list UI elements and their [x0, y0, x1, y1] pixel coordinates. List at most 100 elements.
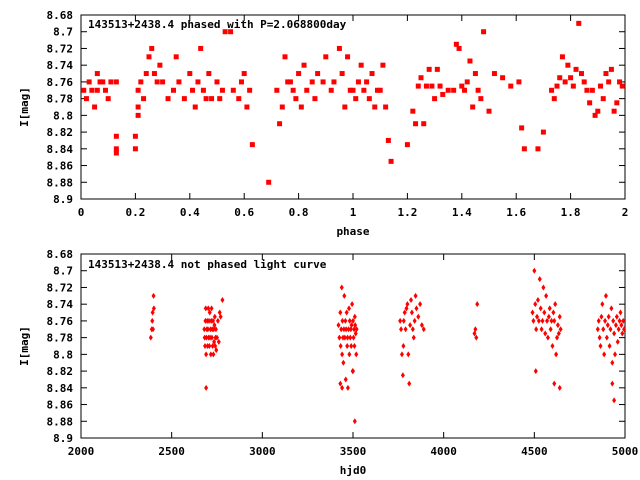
data-point — [228, 29, 234, 35]
data-point — [535, 297, 540, 303]
data-point — [135, 104, 141, 110]
data-point — [211, 351, 216, 358]
data-point — [315, 71, 321, 77]
data-point — [337, 334, 342, 341]
data-point — [603, 71, 609, 77]
x-axis: 2000 2500 3000 3500 4000 4500 5000 — [68, 254, 639, 458]
data-point — [472, 71, 478, 77]
data-point — [612, 330, 617, 337]
data-point — [290, 87, 296, 93]
data-point — [595, 108, 601, 114]
data-point — [210, 343, 215, 349]
data-point — [343, 317, 348, 324]
data-point — [151, 292, 156, 299]
data-point — [336, 45, 342, 51]
data-point — [176, 79, 182, 85]
data-point — [565, 62, 571, 68]
data-point — [409, 309, 414, 316]
x-tick-label: 1.2 — [397, 206, 417, 219]
data-point — [296, 71, 302, 77]
data-point — [218, 313, 223, 320]
data-point — [113, 146, 119, 152]
x-tick-label: 3000 — [249, 445, 276, 458]
data-point — [198, 45, 204, 51]
data-point — [347, 305, 352, 312]
data-point — [340, 351, 345, 358]
data-point — [453, 41, 459, 47]
data-point — [403, 326, 408, 333]
data-point — [355, 79, 361, 85]
data-point — [383, 104, 389, 110]
y-tick-label: 8.74 — [47, 298, 74, 311]
unphased-light-curve-panel: 8.68 8.7 8.72 8.74 8.76 8.78 8.8 8.82 8.84 8.86 8.… — [18, 248, 638, 477]
data-point — [187, 71, 193, 77]
data-point — [358, 62, 364, 68]
data-point — [610, 359, 615, 366]
y-axis-label: I[mag] — [18, 87, 31, 127]
data-point — [361, 87, 367, 93]
data-point — [170, 87, 176, 93]
y-axis: 8.68 8.7 8.72 8.74 8.76 8.78 8.8 8.82 8.84 8.86 8.… — [47, 9, 625, 206]
data-point — [573, 66, 579, 72]
data-point — [345, 54, 351, 60]
data-point — [589, 87, 595, 93]
y-tick-label: 8.9 — [53, 193, 73, 206]
data-point — [555, 334, 559, 341]
y-tick-label: 8.68 — [47, 248, 74, 261]
data-point — [481, 29, 487, 35]
data-point — [206, 305, 211, 312]
data-point — [204, 384, 209, 391]
data-point — [323, 54, 329, 60]
data-point — [192, 104, 198, 110]
data-point — [351, 334, 356, 341]
data-point — [408, 322, 413, 329]
data-point — [475, 301, 480, 308]
data-point — [328, 87, 334, 93]
x-tick-label: 0.2 — [125, 206, 145, 219]
data-point — [535, 313, 540, 320]
data-point — [602, 351, 607, 358]
data-point — [236, 96, 242, 102]
y-tick-label: 8.78 — [47, 332, 74, 345]
data-point — [209, 305, 214, 312]
data-point — [213, 326, 218, 333]
data-point — [606, 313, 611, 320]
x-tick-label: 5000 — [612, 445, 639, 458]
y-tick-label: 8.76 — [47, 76, 74, 89]
data-point — [207, 309, 212, 316]
data-point — [402, 309, 407, 316]
y-tick-label: 8.7 — [53, 26, 73, 39]
y-tick-label: 8.86 — [47, 399, 74, 412]
data-point — [440, 91, 446, 97]
phased-light-curve-panel: 8.68 8.7 8.72 8.74 8.76 8.78 8.8 8.82 8.84 8.86 8.… — [18, 9, 628, 238]
chart-title: 143513+2438.4 phased with P=2.068800day — [88, 18, 347, 31]
data-point — [219, 87, 225, 93]
data-point — [608, 66, 614, 72]
data-point — [413, 292, 418, 299]
y-tick-label: 8.8 — [53, 348, 73, 361]
data-point — [613, 322, 618, 329]
data-point — [599, 313, 604, 320]
data-point — [340, 317, 345, 324]
data-point — [331, 79, 337, 85]
data-point — [411, 334, 416, 341]
data-point — [364, 79, 370, 85]
data-point — [247, 87, 253, 93]
data-point — [554, 83, 560, 89]
data-point — [432, 96, 438, 102]
data-point — [412, 317, 417, 324]
x-tick-label: 2000 — [68, 445, 95, 458]
data-point — [151, 71, 157, 77]
data-point — [277, 121, 283, 127]
data-point — [215, 317, 220, 324]
data-point — [401, 343, 406, 349]
data-point — [150, 309, 155, 316]
data-point — [338, 380, 343, 387]
data-point — [607, 343, 612, 349]
y-tick-label: 8.72 — [47, 281, 74, 294]
data-point — [353, 96, 359, 102]
data-point — [230, 87, 236, 93]
data-point — [203, 305, 208, 312]
data-point — [346, 326, 351, 333]
